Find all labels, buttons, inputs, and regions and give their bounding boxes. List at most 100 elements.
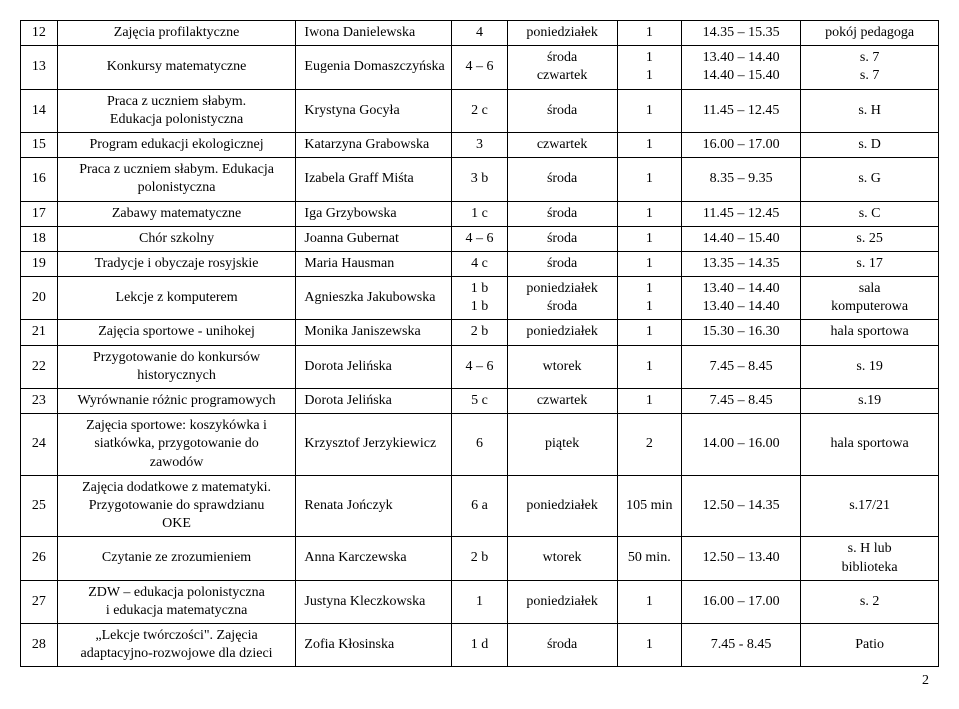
cell-count: 1 — [617, 580, 681, 623]
cell-teacher: Katarzyna Grabowska — [296, 132, 452, 157]
cell-teacher: Zofia Kłosinska — [296, 624, 452, 667]
cell-day: środa — [507, 89, 617, 132]
cell-num: 12 — [21, 21, 58, 46]
cell-time: 11.45 – 12.45 — [681, 201, 800, 226]
cell-num: 21 — [21, 320, 58, 345]
cell-time: 8.35 – 9.35 — [681, 158, 800, 201]
cell-teacher: Krzysztof Jerzykiewicz — [296, 414, 452, 476]
cell-day: środa — [507, 158, 617, 201]
cell-group: 2 b — [452, 537, 507, 580]
cell-num: 13 — [21, 46, 58, 89]
cell-group: 1 d — [452, 624, 507, 667]
cell-name: Zabawy matematyczne — [57, 201, 296, 226]
cell-group: 3 — [452, 132, 507, 157]
cell-num: 16 — [21, 158, 58, 201]
table-row: 22Przygotowanie do konkursów historyczny… — [21, 345, 939, 388]
cell-num: 23 — [21, 389, 58, 414]
cell-group: 2 c — [452, 89, 507, 132]
cell-time: 13.35 – 14.35 — [681, 251, 800, 276]
cell-teacher: Renata Jończyk — [296, 475, 452, 537]
cell-time: 11.45 – 12.45 — [681, 89, 800, 132]
cell-time: 14.40 – 15.40 — [681, 226, 800, 251]
cell-time: 16.00 – 17.00 — [681, 580, 800, 623]
cell-count: 1 — [617, 345, 681, 388]
schedule-table: 12Zajęcia profilaktyczneIwona Danielewsk… — [20, 20, 939, 667]
cell-room: s. 19 — [801, 345, 939, 388]
cell-room: s. 25 — [801, 226, 939, 251]
table-row: 24Zajęcia sportowe: koszykówka i siatków… — [21, 414, 939, 476]
cell-num: 17 — [21, 201, 58, 226]
table-row: 20Lekcje z komputeremAgnieszka Jakubowsk… — [21, 277, 939, 320]
cell-count: 1 1 — [617, 277, 681, 320]
cell-count: 1 — [617, 320, 681, 345]
cell-name: Tradycje i obyczaje rosyjskie — [57, 251, 296, 276]
table-row: 21Zajęcia sportowe - unihokejMonika Jani… — [21, 320, 939, 345]
cell-name: Czytanie ze zrozumieniem — [57, 537, 296, 580]
cell-teacher: Iga Grzybowska — [296, 201, 452, 226]
cell-day: piątek — [507, 414, 617, 476]
cell-day: wtorek — [507, 345, 617, 388]
cell-room: s. H — [801, 89, 939, 132]
cell-day: środa — [507, 251, 617, 276]
cell-teacher: Anna Karczewska — [296, 537, 452, 580]
cell-count: 1 — [617, 21, 681, 46]
cell-group: 2 b — [452, 320, 507, 345]
cell-day: poniedziałek — [507, 580, 617, 623]
cell-count: 50 min. — [617, 537, 681, 580]
cell-room: s.19 — [801, 389, 939, 414]
cell-room: sala komputerowa — [801, 277, 939, 320]
cell-name: Zajęcia sportowe: koszykówka i siatkówka… — [57, 414, 296, 476]
cell-name: Zajęcia profilaktyczne — [57, 21, 296, 46]
table-row: 13Konkursy matematyczneEugenia Domaszczy… — [21, 46, 939, 89]
cell-time: 14.00 – 16.00 — [681, 414, 800, 476]
cell-teacher: Iwona Danielewska — [296, 21, 452, 46]
cell-teacher: Maria Hausman — [296, 251, 452, 276]
table-row: 16Praca z uczniem słabym. Edukacja polon… — [21, 158, 939, 201]
table-row: 17Zabawy matematyczneIga Grzybowska1 cśr… — [21, 201, 939, 226]
cell-count: 1 — [617, 158, 681, 201]
cell-day: poniedziałek — [507, 21, 617, 46]
cell-name: Praca z uczniem słabym. Edukacja polonis… — [57, 158, 296, 201]
cell-name: Praca z uczniem słabym. Edukacja polonis… — [57, 89, 296, 132]
cell-room: s. 7 s. 7 — [801, 46, 939, 89]
cell-group: 4 – 6 — [452, 46, 507, 89]
cell-teacher: Eugenia Domaszczyńska — [296, 46, 452, 89]
cell-day: środa — [507, 624, 617, 667]
cell-room: s. D — [801, 132, 939, 157]
cell-day: poniedziałek środa — [507, 277, 617, 320]
table-row: 23Wyrównanie różnic programowychDorota J… — [21, 389, 939, 414]
cell-time: 15.30 – 16.30 — [681, 320, 800, 345]
cell-room: Patio — [801, 624, 939, 667]
cell-time: 12.50 – 13.40 — [681, 537, 800, 580]
cell-num: 22 — [21, 345, 58, 388]
cell-time: 16.00 – 17.00 — [681, 132, 800, 157]
cell-time: 7.45 – 8.45 — [681, 389, 800, 414]
cell-time: 13.40 – 14.40 14.40 – 15.40 — [681, 46, 800, 89]
cell-count: 1 — [617, 624, 681, 667]
cell-count: 1 — [617, 251, 681, 276]
cell-group: 3 b — [452, 158, 507, 201]
table-row: 18Chór szkolnyJoanna Gubernat4 – 6środa1… — [21, 226, 939, 251]
cell-group: 6 — [452, 414, 507, 476]
cell-day: czwartek — [507, 132, 617, 157]
cell-num: 20 — [21, 277, 58, 320]
cell-group: 1 c — [452, 201, 507, 226]
cell-teacher: Dorota Jelińska — [296, 389, 452, 414]
cell-name: Wyrównanie różnic programowych — [57, 389, 296, 414]
cell-count: 2 — [617, 414, 681, 476]
cell-room: s. H lub biblioteka — [801, 537, 939, 580]
cell-day: środa — [507, 201, 617, 226]
cell-room: s. C — [801, 201, 939, 226]
cell-num: 26 — [21, 537, 58, 580]
cell-name: Przygotowanie do konkursów historycznych — [57, 345, 296, 388]
cell-name: „Lekcje twórczości". Zajęcia adaptacyjno… — [57, 624, 296, 667]
cell-room: s. G — [801, 158, 939, 201]
cell-num: 25 — [21, 475, 58, 537]
cell-room: hala sportowa — [801, 414, 939, 476]
cell-teacher: Izabela Graff Miśta — [296, 158, 452, 201]
cell-count: 1 — [617, 132, 681, 157]
cell-day: wtorek — [507, 537, 617, 580]
cell-day: środa — [507, 226, 617, 251]
table-row: 14Praca z uczniem słabym. Edukacja polon… — [21, 89, 939, 132]
cell-teacher: Justyna Kleczkowska — [296, 580, 452, 623]
